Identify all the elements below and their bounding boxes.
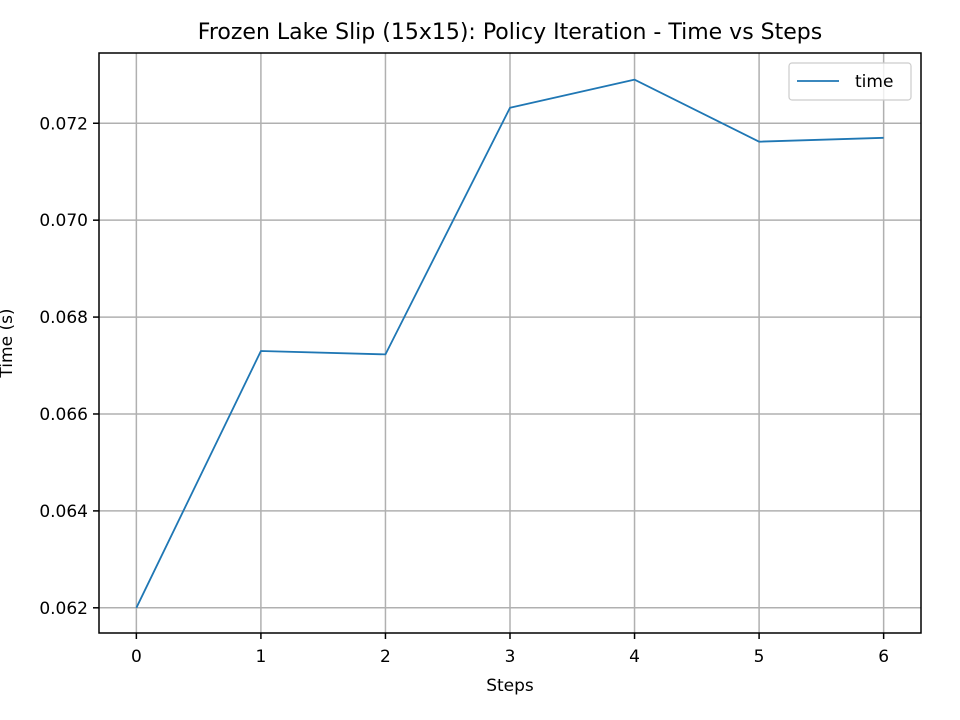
y-tick-label: 0.066 (39, 405, 88, 425)
y-tick-label: 0.068 (39, 308, 88, 328)
legend-label-time: time (855, 72, 893, 92)
x-tick-label: 5 (754, 647, 765, 667)
x-tick-label: 6 (878, 647, 889, 667)
x-tick-label: 1 (255, 647, 266, 667)
chart-title: Frozen Lake Slip (15x15): Policy Iterati… (198, 20, 822, 45)
x-tick-label: 2 (380, 647, 391, 667)
y-tick-label: 0.070 (39, 211, 88, 231)
legend: time (788, 62, 912, 101)
series-layer (135, 78, 884, 609)
y-tick-label: 0.072 (39, 114, 88, 134)
legend-box (788, 62, 912, 101)
y-tick-label: 0.062 (39, 599, 88, 619)
x-tick-label: 3 (505, 647, 516, 667)
y-axis-label: Time (s) (0, 308, 17, 378)
series-line-time (135, 78, 884, 609)
axis-ticks: 0 1 2 3 4 5 6 0.062 0.064 0.066 0.068 0.070 0.072 (39, 114, 889, 667)
x-axis-label: Steps (486, 676, 534, 696)
x-tick-label: 4 (629, 647, 640, 667)
x-tick-label: 0 (131, 647, 142, 667)
y-tick-label: 0.064 (39, 502, 88, 522)
grid-lines (99, 53, 921, 633)
